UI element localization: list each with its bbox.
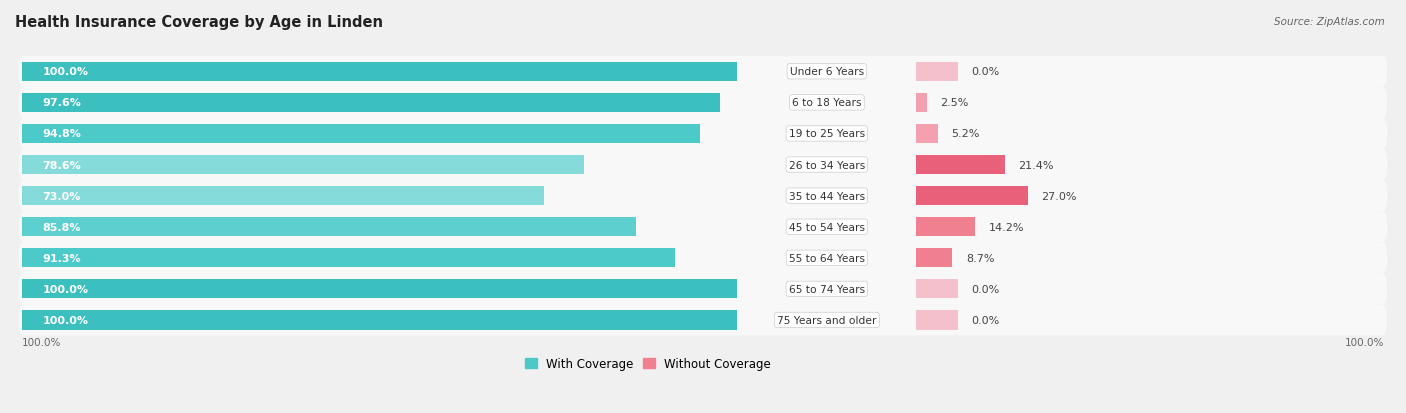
Bar	[917, 124, 938, 144]
Text: 73.0%: 73.0%	[42, 191, 82, 201]
Bar	[22, 124, 700, 144]
Bar	[22, 187, 544, 206]
Text: 0.0%: 0.0%	[972, 284, 1000, 294]
Text: 55 to 64 Years: 55 to 64 Years	[789, 253, 865, 263]
Text: Source: ZipAtlas.com: Source: ZipAtlas.com	[1274, 17, 1385, 26]
Text: 91.3%: 91.3%	[42, 253, 82, 263]
Text: 27.0%: 27.0%	[1042, 191, 1077, 201]
Bar	[917, 218, 974, 237]
Text: 100.0%: 100.0%	[1344, 337, 1384, 347]
Bar	[917, 187, 1028, 206]
Text: 100.0%: 100.0%	[42, 315, 89, 325]
Text: 85.8%: 85.8%	[42, 222, 82, 232]
Bar	[917, 93, 927, 113]
Bar	[22, 93, 720, 113]
Text: 19 to 25 Years: 19 to 25 Years	[789, 129, 865, 139]
Bar	[917, 311, 957, 330]
Text: 65 to 74 Years: 65 to 74 Years	[789, 284, 865, 294]
Legend: With Coverage, Without Coverage: With Coverage, Without Coverage	[520, 353, 776, 375]
Text: Under 6 Years: Under 6 Years	[790, 67, 863, 77]
Text: 94.8%: 94.8%	[42, 129, 82, 139]
FancyBboxPatch shape	[18, 119, 1388, 150]
Text: 14.2%: 14.2%	[988, 222, 1024, 232]
Text: 26 to 34 Years: 26 to 34 Years	[789, 160, 865, 170]
Text: 21.4%: 21.4%	[1018, 160, 1054, 170]
Text: 0.0%: 0.0%	[972, 67, 1000, 77]
FancyBboxPatch shape	[18, 150, 1388, 180]
FancyBboxPatch shape	[18, 57, 1388, 88]
Bar	[22, 218, 636, 237]
FancyBboxPatch shape	[18, 305, 1388, 336]
Bar	[22, 62, 737, 82]
Text: 45 to 54 Years: 45 to 54 Years	[789, 222, 865, 232]
Bar	[917, 62, 957, 82]
Bar	[917, 249, 952, 268]
Text: 35 to 44 Years: 35 to 44 Years	[789, 191, 865, 201]
Text: 100.0%: 100.0%	[22, 337, 62, 347]
FancyBboxPatch shape	[18, 88, 1388, 119]
FancyBboxPatch shape	[18, 211, 1388, 243]
Text: 75 Years and older: 75 Years and older	[778, 315, 876, 325]
Text: 100.0%: 100.0%	[42, 284, 89, 294]
Text: 100.0%: 100.0%	[42, 67, 89, 77]
Bar	[22, 280, 737, 299]
Bar	[22, 311, 737, 330]
Text: 6 to 18 Years: 6 to 18 Years	[792, 98, 862, 108]
Text: 0.0%: 0.0%	[972, 315, 1000, 325]
Text: 8.7%: 8.7%	[966, 253, 994, 263]
Bar	[917, 280, 957, 299]
FancyBboxPatch shape	[18, 243, 1388, 274]
Bar	[22, 156, 585, 175]
Text: 2.5%: 2.5%	[941, 98, 969, 108]
Text: 78.6%: 78.6%	[42, 160, 82, 170]
Text: 97.6%: 97.6%	[42, 98, 82, 108]
Text: 5.2%: 5.2%	[952, 129, 980, 139]
FancyBboxPatch shape	[18, 180, 1388, 211]
FancyBboxPatch shape	[18, 274, 1388, 305]
Text: Health Insurance Coverage by Age in Linden: Health Insurance Coverage by Age in Lind…	[15, 15, 382, 30]
Bar	[22, 249, 675, 268]
Bar	[917, 156, 1005, 175]
